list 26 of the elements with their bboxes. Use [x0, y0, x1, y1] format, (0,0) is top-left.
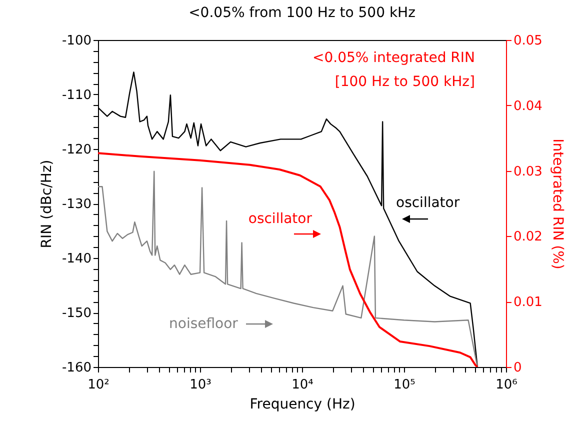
annotation: oscillator [396, 195, 460, 211]
y2-tick-label: 0.02 [514, 230, 542, 245]
y-axis-title: RIN (dBc/Hz) [38, 160, 55, 248]
y-tick-label: -110 [62, 88, 92, 103]
x-axis-title: Frequency (Hz) [250, 396, 356, 412]
x-tick-label: 10⁴ [292, 378, 314, 392]
y2-tick-label: 0.01 [514, 295, 542, 310]
y2-tick-label: 0 [514, 360, 522, 376]
y2-tick-label: 0.05 [514, 34, 542, 48]
y2-tick-label: 0.04 [514, 98, 542, 114]
y-tick-label: -130 [62, 197, 92, 212]
annotation: <0.05% integrated RIN [100 Hz to 500 kHz] [312, 50, 475, 90]
x-tick-label: 10⁶ [496, 378, 518, 392]
y-tick-label: -140 [62, 252, 92, 266]
y-tick-label: -100 [62, 34, 92, 48]
annotation: noisefloor [169, 316, 238, 332]
chart-title: <0.05% from 100 Hz to 500 kHz [188, 5, 416, 21]
y2-axis-title: Integrated RIN (%) [549, 138, 566, 270]
x-tick-label: 10⁵ [394, 378, 416, 392]
x-tick-label: 10³ [190, 378, 212, 392]
y-tick-label: -150 [62, 306, 92, 321]
x-tick-label: 10² [88, 378, 110, 392]
annotation: oscillator [248, 211, 312, 227]
y-tick-label: -120 [62, 142, 92, 158]
y-tick-label: -160 [62, 360, 92, 376]
y2-tick-label: 0.03 [514, 164, 542, 180]
